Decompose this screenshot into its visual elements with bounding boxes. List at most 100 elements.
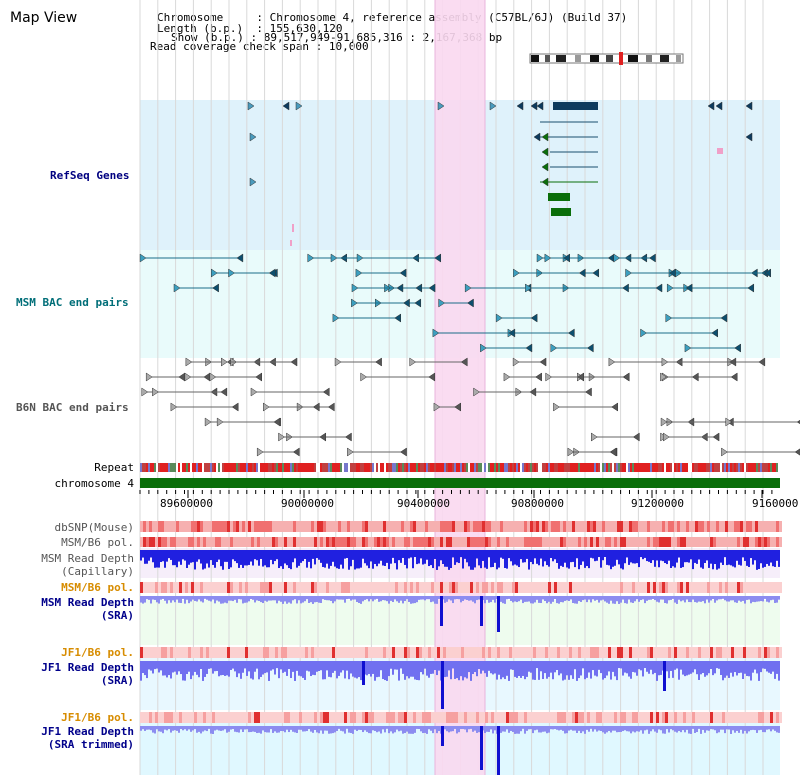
jf1-b6-pol-cell	[557, 647, 560, 658]
repeat-segment	[188, 463, 190, 472]
jf1-b6-pol-cell	[449, 647, 452, 658]
msm-bac-end	[640, 328, 647, 338]
jf1-trim-depth-bar	[324, 726, 326, 731]
jf1-b6-pol-cell	[323, 712, 326, 723]
jf1-b6-pol-cell	[653, 712, 656, 723]
msm-sra-depth-bar	[500, 596, 502, 602]
msm-b6-pol-cell	[308, 537, 311, 547]
jf1-trim-depth-bar	[722, 726, 724, 730]
jf1-depth-bar	[328, 661, 330, 677]
jf1-b6-pol-cell	[461, 647, 464, 658]
msm-cap-depth-bar	[386, 550, 388, 563]
repeat-segment	[590, 463, 592, 472]
repeat-segment	[578, 463, 580, 472]
msm-b6-pol-cell	[707, 582, 710, 593]
msm-cap-depth-bar	[278, 550, 280, 569]
jf1-depth-bar	[680, 661, 682, 670]
msm-b6-pol-cell	[662, 582, 665, 593]
repeat-segment	[752, 463, 754, 472]
msm-sra-depth-bar	[216, 596, 218, 601]
msm-b6-pol-cell	[524, 537, 527, 547]
msm-cap-depth-bar	[354, 550, 356, 570]
jf1-trim-depth-bar	[214, 726, 216, 731]
repeat-segment	[458, 463, 460, 472]
msm-sra-depth-bar	[728, 596, 730, 602]
jf1-depth-bar	[420, 661, 422, 673]
jf1-depth-bar	[738, 661, 740, 674]
msm-cap-depth-bar	[180, 550, 182, 565]
b6n-bac-end	[290, 357, 298, 367]
dbsnp-cell	[386, 521, 389, 532]
dbsnp-cell	[587, 521, 590, 532]
jf1-depth-bar	[502, 661, 504, 678]
jf1-depth-bar	[346, 661, 348, 671]
jf1-trim-depth-bar	[584, 726, 586, 734]
jf1-trim-depth-bar	[582, 726, 584, 732]
jf1-b6-pol-cell	[722, 712, 725, 723]
repeat-segment	[696, 463, 698, 472]
msm-sra-depth-bar	[320, 596, 322, 603]
msm-b6-pol-cell	[341, 537, 344, 547]
msm-sra-depth-bar	[414, 596, 416, 604]
repeat-segment	[310, 463, 312, 472]
msm-bac-end	[536, 253, 544, 263]
msm-b6-pol-cell	[254, 537, 257, 547]
msm-sra-depth-bar	[368, 596, 370, 602]
msm-sra-depth-bar	[436, 596, 438, 604]
msm-sra-depth-bar	[648, 596, 650, 600]
msm-b6-pol-cell	[509, 537, 512, 547]
jf1-trim-depth-bar	[656, 726, 658, 733]
msm-b6-pol-cell	[389, 582, 392, 593]
msm-cap-depth-bar	[706, 550, 708, 561]
msm-sra-depth-bar	[674, 596, 676, 603]
dbsnp-cell	[758, 521, 761, 532]
msm-bac-end	[666, 283, 674, 293]
jf1-b6-pol-cell	[455, 647, 458, 658]
repeat-segment	[468, 463, 470, 472]
jf1-depth-bar	[188, 661, 190, 672]
msm-b6-pol-cell	[611, 582, 614, 593]
dbsnp-cell	[251, 521, 254, 532]
jf1-trim-depth-bar	[764, 726, 766, 733]
dbsnp-cell	[674, 521, 677, 532]
msm-b6-pol-cell	[740, 582, 743, 593]
dbsnp-cell	[302, 521, 305, 532]
dbsnp-cell	[161, 521, 164, 532]
repeat-segment	[430, 463, 432, 472]
dbsnp-cell	[578, 521, 581, 532]
jf1-trim-depth-bar	[298, 726, 300, 730]
b6n-bac-end	[721, 447, 728, 457]
jf1-b6-pol-cell	[680, 712, 683, 723]
jf1-trim-depth-bar	[394, 726, 396, 733]
jf1-b6-pol-cell	[185, 647, 188, 658]
jf1-trim-depth-bar	[526, 726, 528, 731]
msm-b6-pol-cell	[437, 582, 440, 593]
msm-b6-pol-cell	[443, 582, 446, 593]
msm-b6-pol-cell	[197, 537, 200, 547]
msm-cap-depth-bar	[420, 550, 422, 559]
msm-b6-pol-cell	[206, 537, 209, 547]
msm-b6-pol-cell	[155, 537, 158, 547]
dbsnp-cell	[197, 521, 200, 532]
repeat-segment	[530, 463, 532, 472]
jf1-depth-bar	[586, 661, 588, 678]
dbsnp-cell	[254, 521, 257, 532]
repeat-segment	[718, 463, 720, 472]
dbsnp-cell	[233, 521, 236, 532]
repeat-segment	[210, 463, 212, 472]
jf1-depth-bar	[614, 661, 616, 677]
jf1-trim-depth-bar	[732, 726, 734, 731]
msm-b6-pol-cell	[659, 582, 662, 593]
msm-sra-depth-bar	[554, 596, 556, 600]
msm-cap-depth-bar	[422, 550, 424, 565]
jf1-depth-bar	[280, 661, 282, 670]
jf1-b6-pol-cell	[176, 647, 179, 658]
jf1-trim-depth-bar	[454, 726, 456, 729]
jf1-trim-depth-bar	[606, 726, 608, 733]
msm-sra-depth-bar	[704, 596, 706, 604]
msm-cap-depth-bar	[704, 550, 706, 564]
msm-b6-pol-cell	[740, 537, 743, 547]
repeat-segment	[652, 463, 654, 472]
repeat-segment	[772, 463, 774, 472]
